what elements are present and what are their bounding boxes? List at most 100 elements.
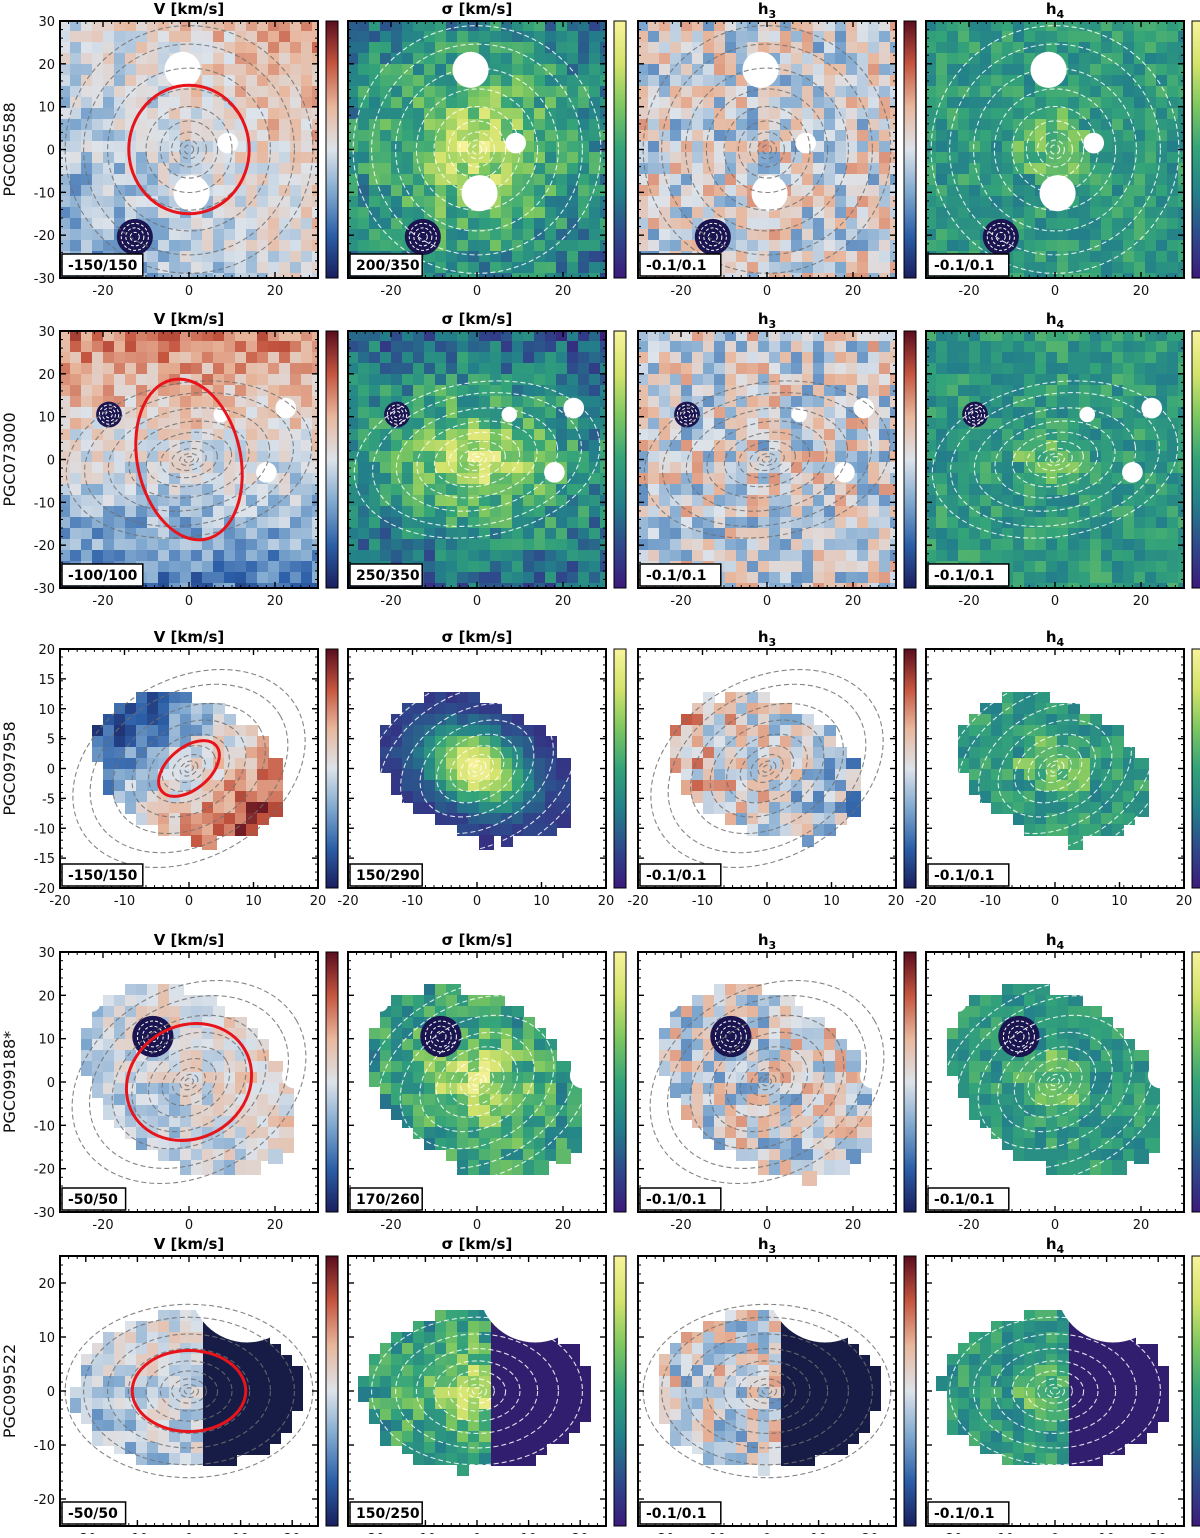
bin	[824, 130, 836, 142]
bin	[246, 75, 258, 87]
bin	[769, 108, 781, 120]
bin	[413, 440, 425, 452]
bin	[1079, 218, 1091, 230]
bin	[114, 385, 126, 397]
bin	[1090, 196, 1102, 208]
bin	[424, 207, 436, 219]
bin	[736, 418, 748, 430]
bin	[813, 218, 825, 230]
bin	[446, 152, 458, 164]
range-label: 200/350	[356, 258, 420, 274]
bin	[413, 185, 425, 197]
bin	[802, 174, 814, 186]
bin	[246, 484, 258, 496]
bin	[402, 462, 414, 474]
bin	[158, 152, 170, 164]
bin	[257, 119, 269, 131]
bin	[246, 407, 258, 419]
bin	[1101, 75, 1113, 87]
bin	[147, 163, 159, 175]
bin	[257, 196, 269, 208]
bin	[1123, 119, 1135, 131]
bin	[213, 218, 225, 230]
bin	[1002, 174, 1014, 186]
bin	[257, 86, 269, 98]
bin	[125, 75, 137, 87]
bin	[545, 484, 557, 496]
bin	[479, 517, 491, 529]
bin	[523, 196, 535, 208]
bin	[512, 484, 524, 496]
bin	[424, 440, 436, 452]
bin	[758, 473, 770, 485]
bin	[523, 218, 535, 230]
bin	[501, 506, 513, 518]
bin	[191, 462, 203, 474]
bin	[114, 429, 126, 441]
bin	[1024, 97, 1036, 109]
bin	[725, 473, 737, 485]
bin	[424, 196, 436, 208]
bin	[512, 196, 524, 208]
bin	[835, 407, 847, 419]
bin	[725, 163, 737, 175]
bin	[1002, 163, 1014, 175]
bin	[191, 218, 203, 230]
bin	[714, 119, 726, 131]
bin	[780, 97, 792, 109]
bin	[246, 174, 258, 186]
bin	[714, 429, 726, 441]
bin	[402, 440, 414, 452]
bin	[158, 97, 170, 109]
bin	[736, 451, 748, 463]
bin	[224, 462, 236, 474]
bin	[824, 407, 836, 419]
bin	[413, 75, 425, 87]
bin	[1057, 218, 1069, 230]
bin	[213, 385, 225, 397]
bin	[769, 407, 781, 419]
bin	[424, 495, 436, 507]
bin	[1178, 273, 1193, 288]
y-tick-label: -10	[34, 186, 55, 201]
bin	[114, 119, 126, 131]
bin	[791, 396, 803, 408]
bin	[725, 86, 737, 98]
bin	[824, 119, 836, 131]
bin	[1024, 130, 1036, 142]
bin	[235, 528, 247, 540]
bin	[824, 429, 836, 441]
bin	[703, 440, 715, 452]
bin	[435, 141, 447, 153]
bin	[534, 97, 546, 109]
bin	[191, 517, 203, 529]
bin	[835, 207, 847, 219]
bin	[490, 75, 502, 87]
bin	[813, 440, 825, 452]
x-tick-label: 0	[473, 594, 481, 609]
bin	[435, 495, 447, 507]
bin	[747, 130, 759, 142]
voronoi-map	[637, 20, 905, 288]
bin	[213, 75, 225, 87]
bin	[246, 396, 258, 408]
bin	[158, 484, 170, 496]
bin	[257, 451, 269, 463]
bin	[545, 196, 557, 208]
bin	[1002, 97, 1014, 109]
bin	[991, 108, 1003, 120]
bin	[435, 86, 447, 98]
bin	[512, 163, 524, 175]
bin	[169, 163, 181, 175]
bin	[1035, 108, 1047, 120]
bin	[191, 418, 203, 430]
bin	[202, 97, 214, 109]
bin	[692, 473, 704, 485]
bin	[147, 152, 159, 164]
bin	[824, 396, 836, 408]
bin	[147, 429, 159, 441]
bin	[791, 506, 803, 518]
bin	[824, 97, 836, 109]
bin	[1090, 185, 1102, 197]
